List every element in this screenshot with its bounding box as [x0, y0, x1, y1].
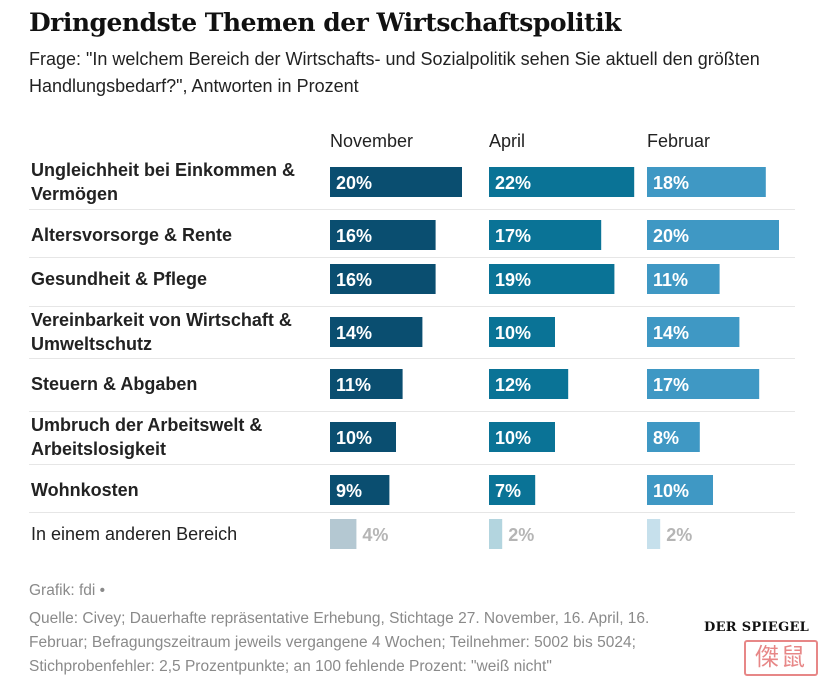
data-label: 20%: [653, 226, 689, 246]
data-label: 9%: [336, 481, 362, 501]
bar: [489, 264, 615, 294]
data-label: 10%: [495, 428, 531, 448]
bar: [330, 519, 357, 549]
data-label: 10%: [653, 481, 689, 501]
category-label: Gesundheit & Pflege: [31, 269, 207, 289]
source-line: Quelle: Civey; Dauerhafte repräsentative…: [29, 610, 650, 627]
bar: [489, 317, 555, 347]
data-label: 16%: [336, 226, 372, 246]
bar: [330, 167, 462, 197]
category-label: Wohnkosten: [31, 480, 139, 500]
category-label: In einem anderen Bereich: [31, 524, 237, 544]
data-label: 4%: [362, 525, 388, 545]
bar: [489, 475, 536, 505]
data-label: 18%: [653, 173, 689, 193]
chart-subtitle: Frage: "In welchem Bereich der Wirtschaf…: [29, 49, 760, 96]
bar: [330, 369, 403, 399]
watermark-stamp: 傑鼠: [744, 640, 818, 676]
bar: [330, 317, 423, 347]
bar: [330, 264, 436, 294]
bar: [489, 220, 602, 250]
category-label: Ungleichheit bei Einkommen &: [31, 160, 295, 180]
data-label: 12%: [495, 375, 531, 395]
data-label: 14%: [653, 323, 689, 343]
spiegel-logo: DER SPIEGEL: [704, 620, 810, 635]
data-label: 8%: [653, 428, 679, 448]
bar: [647, 422, 700, 452]
data-label: 11%: [336, 375, 371, 395]
bar: [647, 317, 740, 347]
bar-chart: November April Februar Ungleichheit bei Ein…: [29, 131, 795, 549]
data-label: 2%: [508, 525, 534, 545]
category-label: Umbruch der Arbeitswelt &: [31, 415, 262, 435]
data-label: 11%: [653, 270, 688, 290]
data-label: 7%: [495, 481, 521, 501]
bar: [489, 167, 635, 197]
bar: [647, 519, 661, 549]
bar: [489, 369, 569, 399]
bar: [330, 422, 396, 452]
bar: [489, 519, 503, 549]
bar: [330, 475, 390, 505]
data-label: 2%: [666, 525, 692, 545]
data-label: 19%: [495, 270, 531, 290]
bar: [489, 422, 555, 452]
category-label: Arbeitslosigkeit: [31, 439, 166, 459]
chart-title: Dringendste Themen der Wirtschaftspoliti…: [29, 8, 621, 37]
bar: [647, 475, 713, 505]
series-header: November: [330, 131, 413, 151]
bar: [330, 220, 436, 250]
bar: [647, 167, 766, 197]
data-label: 14%: [336, 323, 372, 343]
source-line: Stichprobenfehler: 2,5 Prozentpunkte; an…: [29, 658, 552, 675]
data-label: 17%: [495, 226, 531, 246]
data-label: 17%: [653, 375, 689, 395]
data-label: 16%: [336, 270, 372, 290]
source-line: Februar; Befragungszeitraum jeweils verg…: [29, 634, 636, 651]
category-label: Umweltschutz: [31, 334, 152, 354]
bar: [647, 264, 720, 294]
data-label: 20%: [336, 173, 372, 193]
bar: [647, 369, 760, 399]
footer-source: Quelle: Civey; Dauerhafte repräsentative…: [29, 607, 729, 679]
category-label: Vereinbarkeit von Wirtschaft &: [31, 310, 292, 330]
footer-credit: Grafik: fdi •: [29, 582, 106, 599]
data-label: 22%: [495, 173, 531, 193]
category-label: Altersvorsorge & Rente: [31, 225, 232, 245]
bar: [647, 220, 779, 250]
series-header: Februar: [647, 131, 710, 151]
data-label: 10%: [495, 323, 531, 343]
category-label: Vermögen: [31, 184, 118, 204]
category-label: Steuern & Abgaben: [31, 374, 197, 394]
series-header: April: [489, 131, 525, 151]
data-label: 10%: [336, 428, 372, 448]
